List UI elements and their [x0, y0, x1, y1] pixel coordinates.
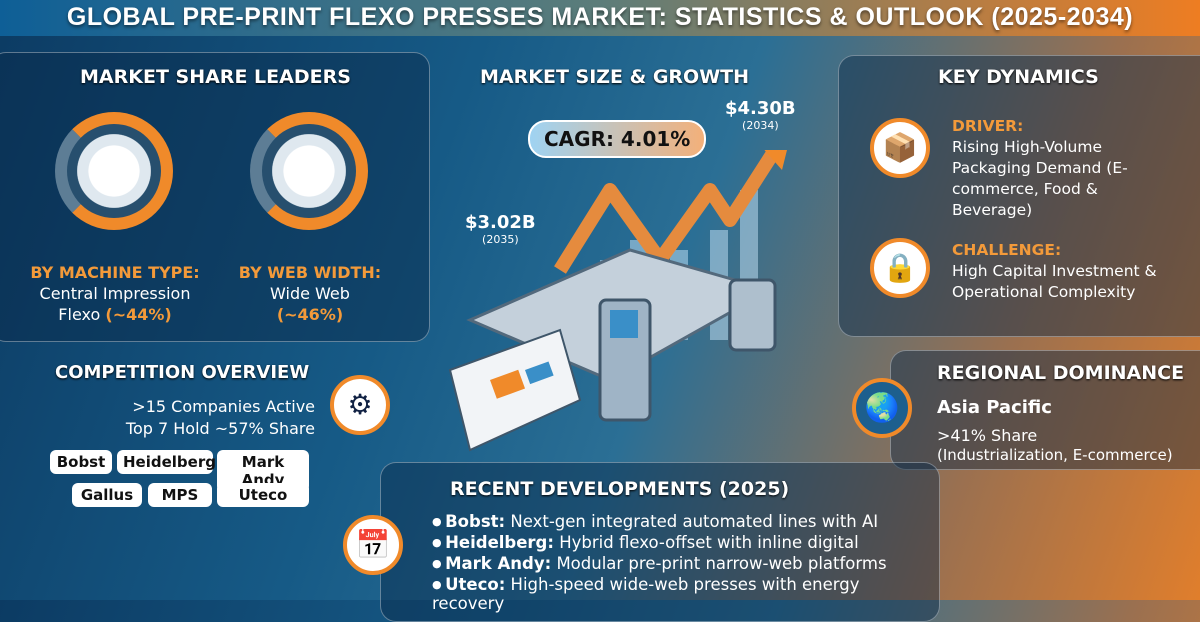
key-dynamics-heading: KEY DYNAMICS	[938, 66, 1099, 88]
growth-illustration	[448, 150, 787, 452]
competition-heading: COMPETITION OVERVIEW	[55, 362, 310, 383]
machine-type-pct: (~44%)	[105, 305, 172, 324]
challenge-label: CHALLENGE:	[952, 241, 1062, 259]
start-value-label: $3.02B (2035)	[465, 212, 536, 246]
development-company: Mark Andy:	[445, 554, 552, 573]
end-value-label: $4.30B (2034)	[725, 98, 796, 132]
development-text: Hybrid flexo-offset with inline digital	[553, 533, 859, 552]
company-tag-uteco: Uteco	[217, 483, 309, 507]
regional-note: (Industrialization, E-commerce)	[937, 446, 1173, 464]
web-width-pct: (~46%)	[276, 305, 344, 324]
growth-heading: MARKET SIZE & GROWTH	[480, 66, 750, 88]
regional-region: Asia Pacific	[937, 397, 1052, 418]
cagr-badge: CAGR: 4.01%	[528, 120, 707, 158]
web-width-value: Wide Web	[270, 284, 350, 303]
development-text: Next-gen integrated automated lines with…	[505, 512, 879, 531]
development-text: Modular pre-print narrow-web platforms	[551, 554, 887, 573]
company-tag-bobst: Bobst	[50, 450, 112, 474]
web-width-ring-icon	[250, 112, 368, 230]
development-item: Uteco: High-speed wide-web presses with …	[432, 575, 932, 613]
start-year: (2035)	[482, 233, 519, 246]
lock-cost-icon: 🔒	[870, 238, 930, 298]
end-value: $4.30B	[725, 98, 796, 119]
machine-type-value2: Flexo	[58, 305, 101, 324]
market-share-heading: MARKET SHARE LEADERS	[80, 66, 351, 88]
growth-arrow	[554, 150, 781, 274]
web-width-label: BY WEB WIDTH:	[238, 263, 382, 282]
developments-heading: RECENT DEVELOPMENTS (2025)	[450, 478, 790, 500]
gear-people-icon: ⚙	[330, 375, 390, 435]
company-tag-gallus: Gallus	[72, 483, 142, 507]
regional-heading: REGIONAL DOMINANCE	[937, 362, 1185, 384]
regional-panel	[890, 350, 1200, 470]
competition-stats: >15 Companies Active Top 7 Hold ~57% Sha…	[70, 396, 315, 440]
development-item: Bobst: Next-gen integrated automated lin…	[432, 512, 932, 531]
challenge-text: High Capital Investment & Operational Co…	[952, 262, 1157, 301]
machine-type-value: Central Impression	[39, 284, 191, 303]
end-year: (2034)	[742, 119, 779, 132]
development-item: Mark Andy: Modular pre-print narrow-web …	[432, 554, 932, 573]
regional-share: >41% Share	[937, 426, 1038, 445]
developments-list: Bobst: Next-gen integrated automated lin…	[432, 512, 932, 615]
calendar-icon: 📅	[343, 515, 403, 575]
machine-type-label: BY MACHINE TYPE:	[30, 263, 200, 282]
development-company: Heidelberg:	[445, 533, 554, 552]
driver-label: DRIVER:	[952, 117, 1024, 135]
company-tag-heidelberg: Heidelberg	[117, 450, 216, 474]
competition-line2: Top 7 Hold ~57% Share	[125, 419, 315, 438]
driver-block: DRIVER: Rising High-Volume Packaging Dem…	[952, 116, 1152, 221]
challenge-block: CHALLENGE: High Capital Investment & Ope…	[952, 240, 1172, 303]
competition-line1: >15 Companies Active	[132, 397, 315, 416]
page-title: GLOBAL PRE-PRINT FLEXO PRESSES MARKET: S…	[0, 0, 1200, 36]
company-tag-mps: MPS	[148, 483, 212, 507]
start-value: $3.02B	[465, 212, 536, 233]
development-company: Uteco:	[445, 575, 506, 594]
press-machine-icon	[448, 248, 777, 452]
development-company: Bobst:	[445, 512, 506, 531]
driver-text: Rising High-Volume Packaging Demand (E-c…	[952, 138, 1128, 219]
globe-map-icon: 🌏	[852, 378, 912, 438]
machine-type-ring-icon	[55, 112, 173, 230]
web-width-block: BY WEB WIDTH: Wide Web (~46%)	[230, 262, 390, 325]
machine-type-block: BY MACHINE TYPE: Central Impression Flex…	[30, 262, 200, 325]
package-growth-icon: 📦	[870, 118, 930, 178]
development-item: Heidelberg: Hybrid flexo-offset with inl…	[432, 533, 932, 552]
